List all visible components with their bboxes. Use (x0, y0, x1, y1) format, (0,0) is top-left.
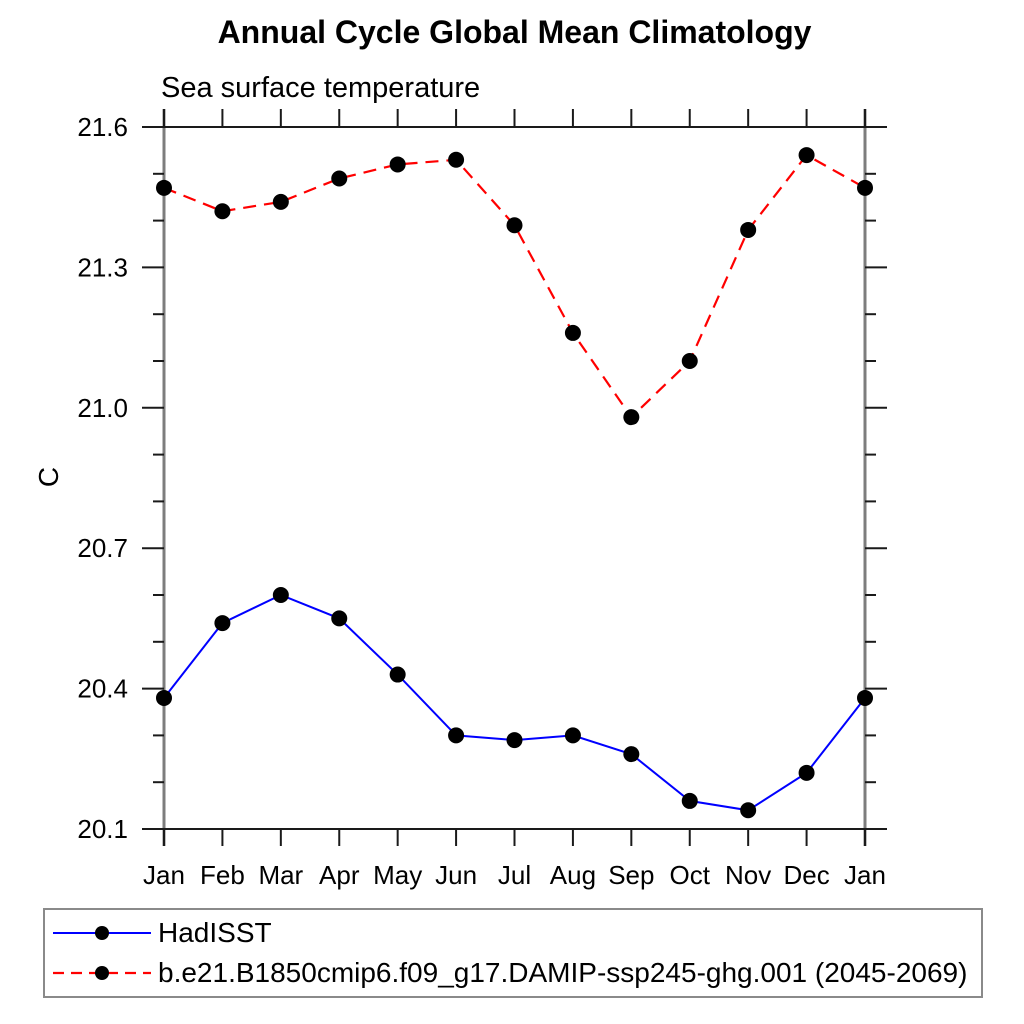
axis-spines (162, 109, 867, 846)
svg-text:20.7: 20.7 (77, 533, 128, 563)
y-tick-labels: 21.6 21.3 21.0 20.7 20.4 20.1 (77, 112, 128, 844)
legend-label-hadisst: HadISST (158, 917, 272, 948)
svg-text:Jun: Jun (435, 860, 477, 890)
legend-line-sample-dashed (53, 966, 151, 980)
chart-subtitle: Sea surface temperature (161, 72, 481, 104)
svg-text:Sep: Sep (608, 860, 654, 890)
legend-item-hadisst: HadISST (49, 913, 981, 953)
svg-text:May: May (373, 860, 422, 890)
svg-text:Jul: Jul (498, 860, 531, 890)
svg-text:20.4: 20.4 (77, 674, 128, 704)
legend-item-model: b.e21.B1850cmip6.f09_g17.DAMIP-ssp245-gh… (49, 953, 981, 993)
svg-text:21.6: 21.6 (77, 112, 128, 142)
svg-text:Mar: Mar (258, 860, 303, 890)
svg-text:Jan: Jan (844, 860, 886, 890)
svg-text:20.1: 20.1 (77, 814, 128, 844)
legend-marker-icon (95, 966, 109, 980)
legend-line-sample-solid (53, 926, 151, 940)
axis-ticks (142, 109, 887, 846)
svg-text:Dec: Dec (783, 860, 829, 890)
svg-text:Jan: Jan (143, 860, 185, 890)
legend-box: HadISST b.e21.B1850cmip6.f09_g17.DAMIP-s… (43, 908, 983, 998)
svg-text:Feb: Feb (200, 860, 245, 890)
svg-text:Nov: Nov (725, 860, 771, 890)
svg-text:21.0: 21.0 (77, 393, 128, 423)
series-model (156, 147, 873, 426)
svg-text:Aug: Aug (550, 860, 596, 890)
legend-label-model: b.e21.B1850cmip6.f09_g17.DAMIP-ssp245-gh… (158, 957, 968, 988)
series-hadisst (156, 587, 873, 819)
svg-text:Apr: Apr (319, 860, 360, 890)
legend-marker-icon (95, 926, 109, 940)
svg-text:21.3: 21.3 (77, 252, 128, 282)
svg-text:Oct: Oct (670, 860, 711, 890)
x-tick-labels: Jan Feb Mar Apr May Jun Jul Aug Sep Oct Nov Dec Jan (143, 860, 886, 890)
chart-title: Annual Cycle Global Mean Climatology (217, 14, 812, 50)
